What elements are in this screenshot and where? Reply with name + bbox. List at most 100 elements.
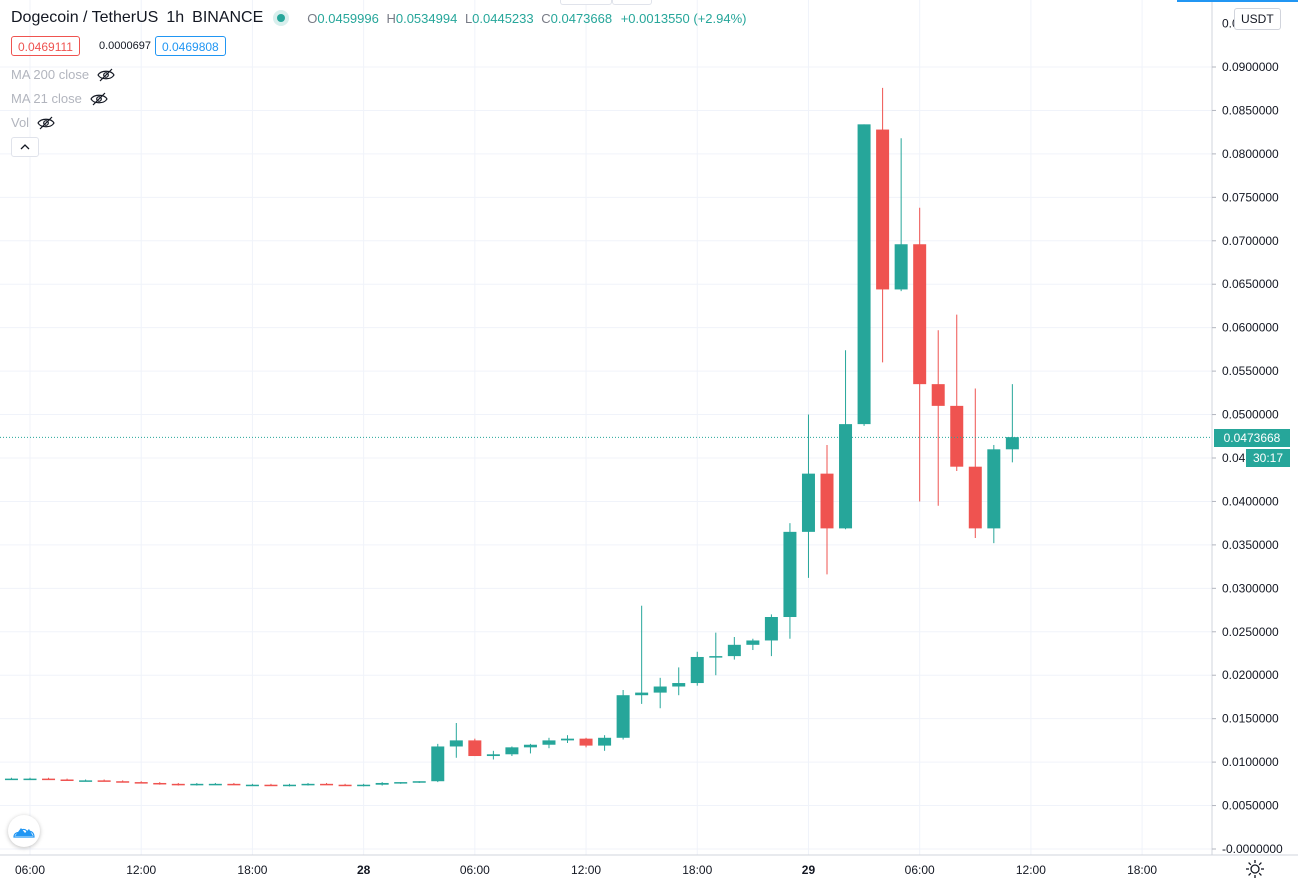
eye-hidden-icon[interactable] [37, 116, 55, 130]
candle-up [616, 689, 630, 740]
eye-hidden-icon[interactable] [90, 92, 108, 106]
candle-up [1005, 384, 1019, 463]
change-value: +0.0013550 (+2.94%) [620, 10, 747, 26]
candle-up [653, 677, 667, 709]
currency-button[interactable]: USDT [1234, 8, 1281, 30]
candle-up [301, 782, 315, 786]
candle-body [727, 644, 741, 657]
candle-up [598, 735, 612, 751]
high-value: 0.0534994 [395, 10, 458, 26]
open-value: 0.0459996 [317, 10, 379, 26]
eye-hidden-icon[interactable] [97, 68, 115, 82]
x-tick-label: 12:00 [1016, 863, 1046, 877]
candle-body [653, 686, 667, 693]
candle-up [542, 737, 556, 749]
candle-body [468, 740, 482, 757]
candle-body [931, 384, 945, 406]
exchange: BINANCE [192, 9, 264, 26]
candle-body [950, 405, 964, 467]
candle-down [876, 87, 890, 363]
y-tick-label: 0.0600000 [1222, 321, 1279, 335]
toolbar-active-indicator [1177, 0, 1298, 2]
candle-up [505, 746, 519, 757]
y-tick-label: 0.0700000 [1222, 234, 1279, 248]
candle-down [950, 314, 964, 472]
candle-body [968, 466, 982, 529]
candle-body [894, 244, 908, 290]
candle-up [727, 636, 741, 660]
x-tick-label: 28 [357, 863, 371, 877]
candle-down [320, 782, 334, 786]
market-status-icon [277, 14, 286, 22]
candle-body [523, 744, 537, 748]
candle-body [264, 784, 278, 787]
candle-body [394, 782, 408, 784]
y-tick-label: 0.0100000 [1222, 755, 1279, 769]
candle-body [301, 783, 315, 786]
settings-gear-icon[interactable] [1244, 858, 1266, 880]
indicator-volume[interactable]: Vol [11, 115, 55, 130]
candle-body [412, 781, 426, 783]
candle-body [42, 778, 56, 781]
candle-body [375, 782, 389, 785]
candle-body [60, 779, 74, 781]
y-tick-label: 0.0250000 [1222, 625, 1279, 639]
candle-body [561, 738, 575, 741]
candle-body [208, 783, 222, 786]
bar-countdown: 30:17 [1246, 449, 1290, 467]
y-tick-label: 0.0350000 [1222, 538, 1279, 552]
candle-body [1005, 437, 1019, 450]
candle-body [746, 640, 760, 645]
x-tick-label: 06:00 [905, 863, 935, 877]
sell-button[interactable]: 0.0469111 [11, 36, 80, 56]
candle-up [282, 783, 296, 787]
chevron-up-icon [20, 144, 30, 150]
candle-up [690, 651, 704, 686]
y-tick-label: 0.0800000 [1222, 147, 1279, 161]
close-value: 0.0473668 [550, 10, 613, 26]
candle-up [857, 124, 871, 426]
candle-body [153, 782, 167, 785]
candle-body [134, 782, 148, 784]
candle-up [375, 782, 389, 786]
candle-down [42, 777, 56, 781]
toolbar-tab-stub [560, 0, 612, 5]
candle-down [116, 780, 130, 783]
candle-body [598, 737, 612, 746]
x-tick-label: 18:00 [682, 863, 712, 877]
candle-up [783, 523, 797, 639]
candle-body [801, 473, 815, 532]
candle-up [764, 614, 778, 657]
indicator-ma200[interactable]: MA 200 close [11, 67, 115, 82]
candle-up [4, 777, 18, 781]
candle-up [190, 782, 204, 786]
collapse-legend-button[interactable] [11, 137, 39, 157]
candle-up [449, 723, 463, 758]
candle-up [987, 444, 1001, 544]
candle-down [968, 388, 982, 538]
candle-body [913, 244, 927, 385]
x-tick-label: 18:00 [237, 863, 267, 877]
x-tick-label: 06:00 [15, 863, 45, 877]
candle-down [264, 783, 278, 787]
buy-button[interactable]: 0.0469808 [155, 36, 226, 56]
candle-body [616, 695, 630, 738]
candle-down [153, 782, 167, 785]
candle-up [561, 735, 575, 743]
candle-body [505, 747, 519, 755]
y-tick-label: 0.0400000 [1222, 494, 1279, 508]
candle-down [931, 330, 945, 506]
cloud-logo-icon [13, 828, 35, 838]
candle-up [746, 638, 760, 651]
candle-body [987, 449, 1001, 529]
last-price-label: 0.0473668 [1214, 429, 1290, 447]
tradingview-logo[interactable] [8, 815, 40, 847]
candle-body [449, 740, 463, 747]
time-axis[interactable]: 06:00 12:00 18:00 28 06:00 12:00 18:00 29 06:00 1… [15, 863, 1157, 877]
candle-body [190, 783, 204, 786]
symbol-name[interactable]: Dogecoin / TetherUS [11, 9, 159, 26]
indicator-ma21[interactable]: MA 21 close [11, 91, 108, 106]
y-tick-label: -0.0000000 [1222, 842, 1283, 856]
ohlc-values: O0.0459996 H0.0534994 L0.0445233 C0.0473… [303, 11, 746, 26]
